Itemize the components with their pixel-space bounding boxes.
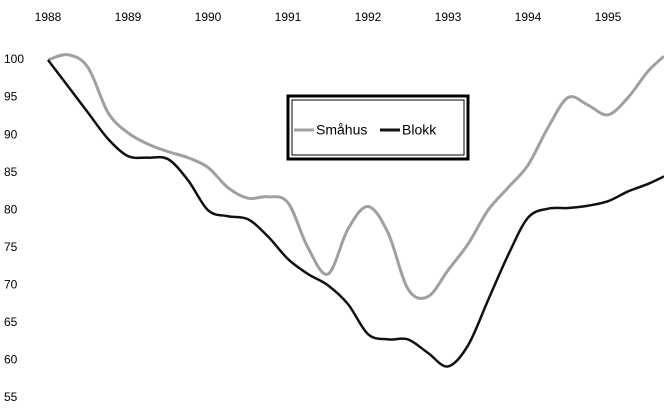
x-tick-label: 1995 <box>595 10 622 24</box>
y-tick-label: 60 <box>4 353 18 367</box>
y-tick-label: 70 <box>4 278 18 292</box>
y-tick-label: 55 <box>4 390 18 404</box>
x-tick-label: 1992 <box>355 10 382 24</box>
x-tick-label: 1989 <box>115 10 142 24</box>
y-tick-label: 80 <box>4 202 18 216</box>
legend-label: Blokk <box>402 122 437 138</box>
legend-box <box>286 94 470 161</box>
x-tick-label: 1988 <box>35 10 62 24</box>
x-tick-label: 1993 <box>435 10 462 24</box>
x-tick-label: 1994 <box>515 10 542 24</box>
y-tick-label: 90 <box>4 127 18 141</box>
y-tick-label: 75 <box>4 240 18 254</box>
legend: Småhus Blokk <box>286 94 470 161</box>
legend-label: Småhus <box>316 122 367 138</box>
y-tick-label: 85 <box>4 165 18 179</box>
line-series <box>47 59 664 368</box>
y-tick-label: 95 <box>4 90 18 104</box>
x-tick-label: 1990 <box>195 10 222 24</box>
x-tick-label: 1991 <box>275 10 302 24</box>
y-tick-label: 65 <box>4 315 18 329</box>
legend-inner-box <box>291 99 465 156</box>
y-tick-label: 100 <box>4 52 24 66</box>
line-series <box>47 53 664 300</box>
